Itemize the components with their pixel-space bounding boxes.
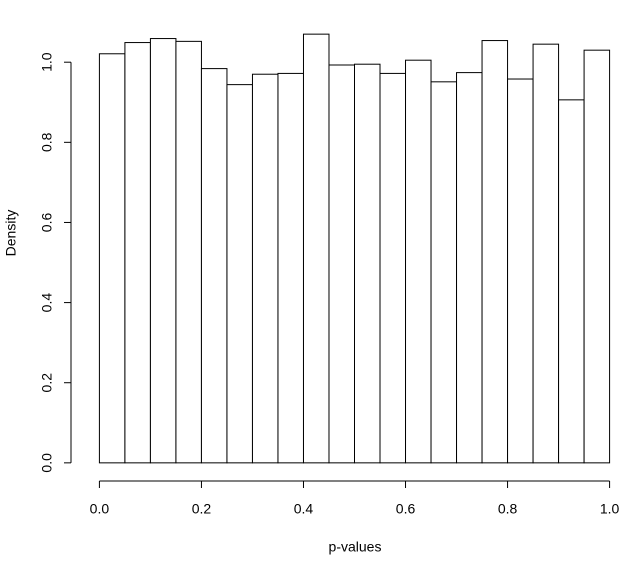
x-tick-label: 1.0 — [600, 501, 620, 517]
bar — [200, 68, 228, 464]
bar — [379, 72, 407, 464]
bar — [481, 40, 509, 464]
bar — [277, 72, 304, 464]
bar — [124, 42, 151, 464]
bar — [558, 99, 585, 464]
y-tick-label: 0.0 — [39, 453, 55, 473]
bar — [430, 81, 458, 464]
x-axis-label: p-values — [329, 539, 382, 555]
bar — [226, 84, 253, 464]
bar — [149, 38, 177, 464]
bar — [302, 33, 330, 464]
bar — [532, 43, 560, 464]
x-tick-label: 0.8 — [498, 501, 518, 517]
y-tick-label: 0.4 — [39, 293, 55, 313]
x-tick-label: 0.2 — [192, 501, 212, 517]
y-axis-label: Density — [3, 210, 19, 257]
bar — [456, 72, 483, 464]
y-tick-label: 1.0 — [39, 52, 55, 72]
bar — [98, 53, 126, 464]
bar — [583, 49, 611, 464]
y-tick-label: 0.2 — [39, 373, 55, 393]
bar — [251, 73, 279, 464]
x-tick-label: 0.4 — [294, 501, 314, 517]
bar — [328, 64, 356, 464]
y-tick-label: 0.8 — [39, 132, 55, 152]
bar — [175, 40, 202, 464]
bar — [507, 78, 534, 464]
y-tick-label: 0.6 — [39, 213, 55, 233]
x-tick-label: 0.0 — [90, 501, 110, 517]
bar — [405, 59, 432, 464]
x-tick-label: 0.6 — [396, 501, 416, 517]
bar — [354, 63, 381, 464]
